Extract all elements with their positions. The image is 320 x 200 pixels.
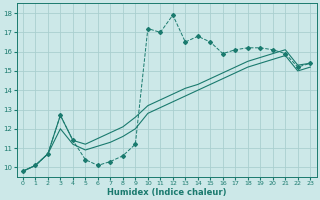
- X-axis label: Humidex (Indice chaleur): Humidex (Indice chaleur): [107, 188, 226, 197]
